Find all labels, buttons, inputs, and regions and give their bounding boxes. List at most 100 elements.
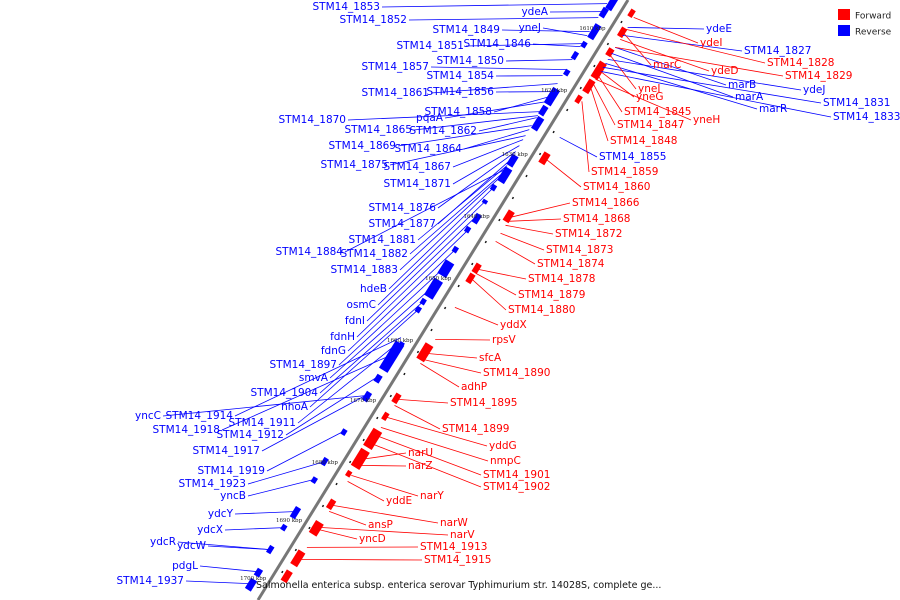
gene-label[interactable]: STM14_1871 bbox=[384, 178, 451, 190]
gene-label[interactable]: STM14_1865 bbox=[345, 124, 412, 136]
gene-label[interactable]: STM14_1868 bbox=[563, 213, 630, 225]
gene-label[interactable]: STM14_1869 bbox=[329, 140, 396, 152]
gene-label[interactable]: STM14_1862 bbox=[410, 125, 477, 137]
gene-label[interactable]: nmpC bbox=[490, 455, 521, 467]
gene-label[interactable]: STM14_1828 bbox=[767, 57, 834, 69]
gene-label[interactable]: osmC bbox=[347, 299, 376, 311]
gene-label[interactable]: marR bbox=[759, 103, 787, 115]
gene-label[interactable]: STM14_1897 bbox=[270, 359, 337, 371]
gene-label[interactable]: marB bbox=[728, 79, 756, 91]
gene-label[interactable]: yneH bbox=[693, 114, 720, 126]
gene-label[interactable]: STM14_1845 bbox=[624, 106, 691, 118]
gene-label[interactable]: STM14_1851 bbox=[397, 40, 464, 52]
gene-label[interactable]: STM14_1848 bbox=[610, 135, 677, 147]
gene-label[interactable]: STM14_1861 bbox=[362, 87, 429, 99]
gene-label[interactable]: narY bbox=[420, 490, 444, 502]
gene-label[interactable]: yncC bbox=[135, 410, 161, 422]
gene-label[interactable]: STM14_1850 bbox=[437, 55, 504, 67]
gene-label[interactable]: ydeD bbox=[711, 65, 738, 77]
gene-label[interactable]: fdnI bbox=[345, 315, 365, 327]
gene-label[interactable]: STM14_1827 bbox=[744, 45, 811, 57]
gene-label[interactable]: narV bbox=[450, 529, 475, 541]
gene-label[interactable]: STM14_1904 bbox=[251, 387, 319, 399]
gene-label[interactable]: marC bbox=[653, 59, 681, 71]
gene-label[interactable]: narW bbox=[440, 517, 468, 529]
gene-label[interactable]: STM14_1882 bbox=[341, 248, 408, 260]
gene-label[interactable]: STM14_1879 bbox=[518, 289, 585, 301]
gene-label[interactable]: adhP bbox=[461, 381, 487, 393]
gene-label[interactable]: pdgL bbox=[172, 560, 198, 572]
gene-label[interactable]: STM14_1901 bbox=[483, 469, 550, 481]
gene-label[interactable]: STM14_1919 bbox=[198, 465, 265, 477]
gene-label[interactable]: narU bbox=[408, 447, 433, 459]
gene-label[interactable]: STM14_1857 bbox=[362, 61, 429, 73]
gene-label[interactable]: yddX bbox=[500, 319, 527, 331]
gene-label[interactable]: STM14_1883 bbox=[331, 264, 398, 276]
gene-label[interactable]: STM14_1880 bbox=[508, 304, 575, 316]
gene-label[interactable]: smvA bbox=[299, 372, 329, 384]
gene-label[interactable]: STM14_1899 bbox=[442, 423, 509, 435]
gene-label[interactable]: STM14_1872 bbox=[555, 228, 622, 240]
gene-label[interactable]: STM14_1852 bbox=[340, 14, 407, 26]
gene-label[interactable]: yneI bbox=[638, 83, 660, 95]
gene-label[interactable]: rpsV bbox=[492, 334, 516, 346]
gene-label[interactable]: yddE bbox=[386, 495, 412, 507]
gene-label[interactable]: STM14_1860 bbox=[583, 181, 650, 193]
gene-label[interactable]: nhoA bbox=[281, 401, 309, 413]
gene-label[interactable]: STM14_1914 bbox=[166, 410, 234, 422]
gene-label[interactable]: STM14_1829 bbox=[785, 70, 852, 82]
gene-label[interactable]: STM14_1831 bbox=[823, 97, 890, 109]
gene-label[interactable]: fdnG bbox=[321, 345, 346, 357]
gene-label[interactable]: STM14_1884 bbox=[276, 246, 344, 258]
gene-label[interactable]: marA bbox=[735, 91, 764, 103]
gene-label[interactable]: STM14_1913 bbox=[420, 541, 487, 553]
gene-label[interactable]: ydcR bbox=[150, 536, 176, 548]
gene-label[interactable]: STM14_1854 bbox=[427, 70, 495, 82]
gene-label[interactable]: STM14_1902 bbox=[483, 481, 550, 493]
gene-label[interactable]: STM14_1923 bbox=[179, 478, 246, 490]
gene-label[interactable]: STM14_1918 bbox=[153, 424, 220, 436]
gene-label[interactable]: STM14_1846 bbox=[464, 38, 532, 50]
gene-label[interactable]: STM14_1874 bbox=[537, 258, 605, 270]
gene-label[interactable]: STM14_1847 bbox=[617, 119, 684, 131]
gene-label[interactable]: STM14_1881 bbox=[349, 234, 416, 246]
gene-label[interactable]: ydeE bbox=[706, 23, 732, 35]
gene-label[interactable]: STM14_1866 bbox=[572, 197, 640, 209]
gene-label[interactable]: STM14_1833 bbox=[833, 111, 900, 123]
gene-label[interactable]: yddG bbox=[489, 440, 517, 452]
gene-label[interactable]: STM14_1870 bbox=[279, 114, 346, 126]
gene-label[interactable]: STM14_1915 bbox=[424, 554, 491, 566]
gene-label[interactable]: ydcW bbox=[177, 540, 207, 552]
gene-label[interactable]: pqaA bbox=[416, 112, 444, 124]
gene-label[interactable]: sfcA bbox=[479, 352, 502, 364]
gene-label[interactable]: STM14_1858 bbox=[425, 106, 492, 118]
gene-label[interactable]: STM14_1895 bbox=[450, 397, 517, 409]
gene-label[interactable]: yneG bbox=[636, 91, 663, 103]
gene-label[interactable]: fdnH bbox=[330, 331, 355, 343]
gene-label[interactable]: STM14_1911 bbox=[229, 417, 296, 429]
gene-label[interactable]: STM14_1867 bbox=[384, 161, 451, 173]
gene-label[interactable]: yncD bbox=[359, 533, 386, 545]
gene-label[interactable]: ydeJ bbox=[803, 84, 825, 96]
gene-label[interactable]: STM14_1937 bbox=[117, 575, 184, 587]
gene-label[interactable]: STM14_1877 bbox=[369, 218, 436, 230]
gene-label[interactable]: narZ bbox=[408, 460, 433, 472]
gene-label[interactable]: STM14_1856 bbox=[427, 86, 495, 98]
gene-label[interactable]: ansP bbox=[368, 519, 393, 531]
gene-label[interactable]: STM14_1912 bbox=[217, 429, 284, 441]
gene-label[interactable]: STM14_1873 bbox=[546, 244, 613, 256]
gene-label[interactable]: ydeI bbox=[700, 37, 722, 49]
gene-label[interactable]: STM14_1853 bbox=[313, 1, 380, 13]
gene-label[interactable]: STM14_1864 bbox=[395, 143, 463, 155]
gene-label[interactable]: STM14_1875 bbox=[321, 159, 388, 171]
gene-label[interactable]: STM14_1878 bbox=[528, 273, 595, 285]
gene-label[interactable]: ydcX bbox=[197, 524, 223, 536]
gene-label[interactable]: STM14_1876 bbox=[369, 202, 437, 214]
gene-label[interactable]: yneJ bbox=[519, 22, 541, 34]
gene-label[interactable]: STM14_1917 bbox=[193, 445, 260, 457]
gene-label[interactable]: ydcY bbox=[208, 508, 234, 520]
gene-label[interactable]: ydeA bbox=[521, 6, 548, 18]
gene-label[interactable]: STM14_1890 bbox=[483, 367, 550, 379]
gene-label[interactable]: STM14_1855 bbox=[599, 151, 666, 163]
gene-label[interactable]: hdeB bbox=[360, 283, 387, 295]
